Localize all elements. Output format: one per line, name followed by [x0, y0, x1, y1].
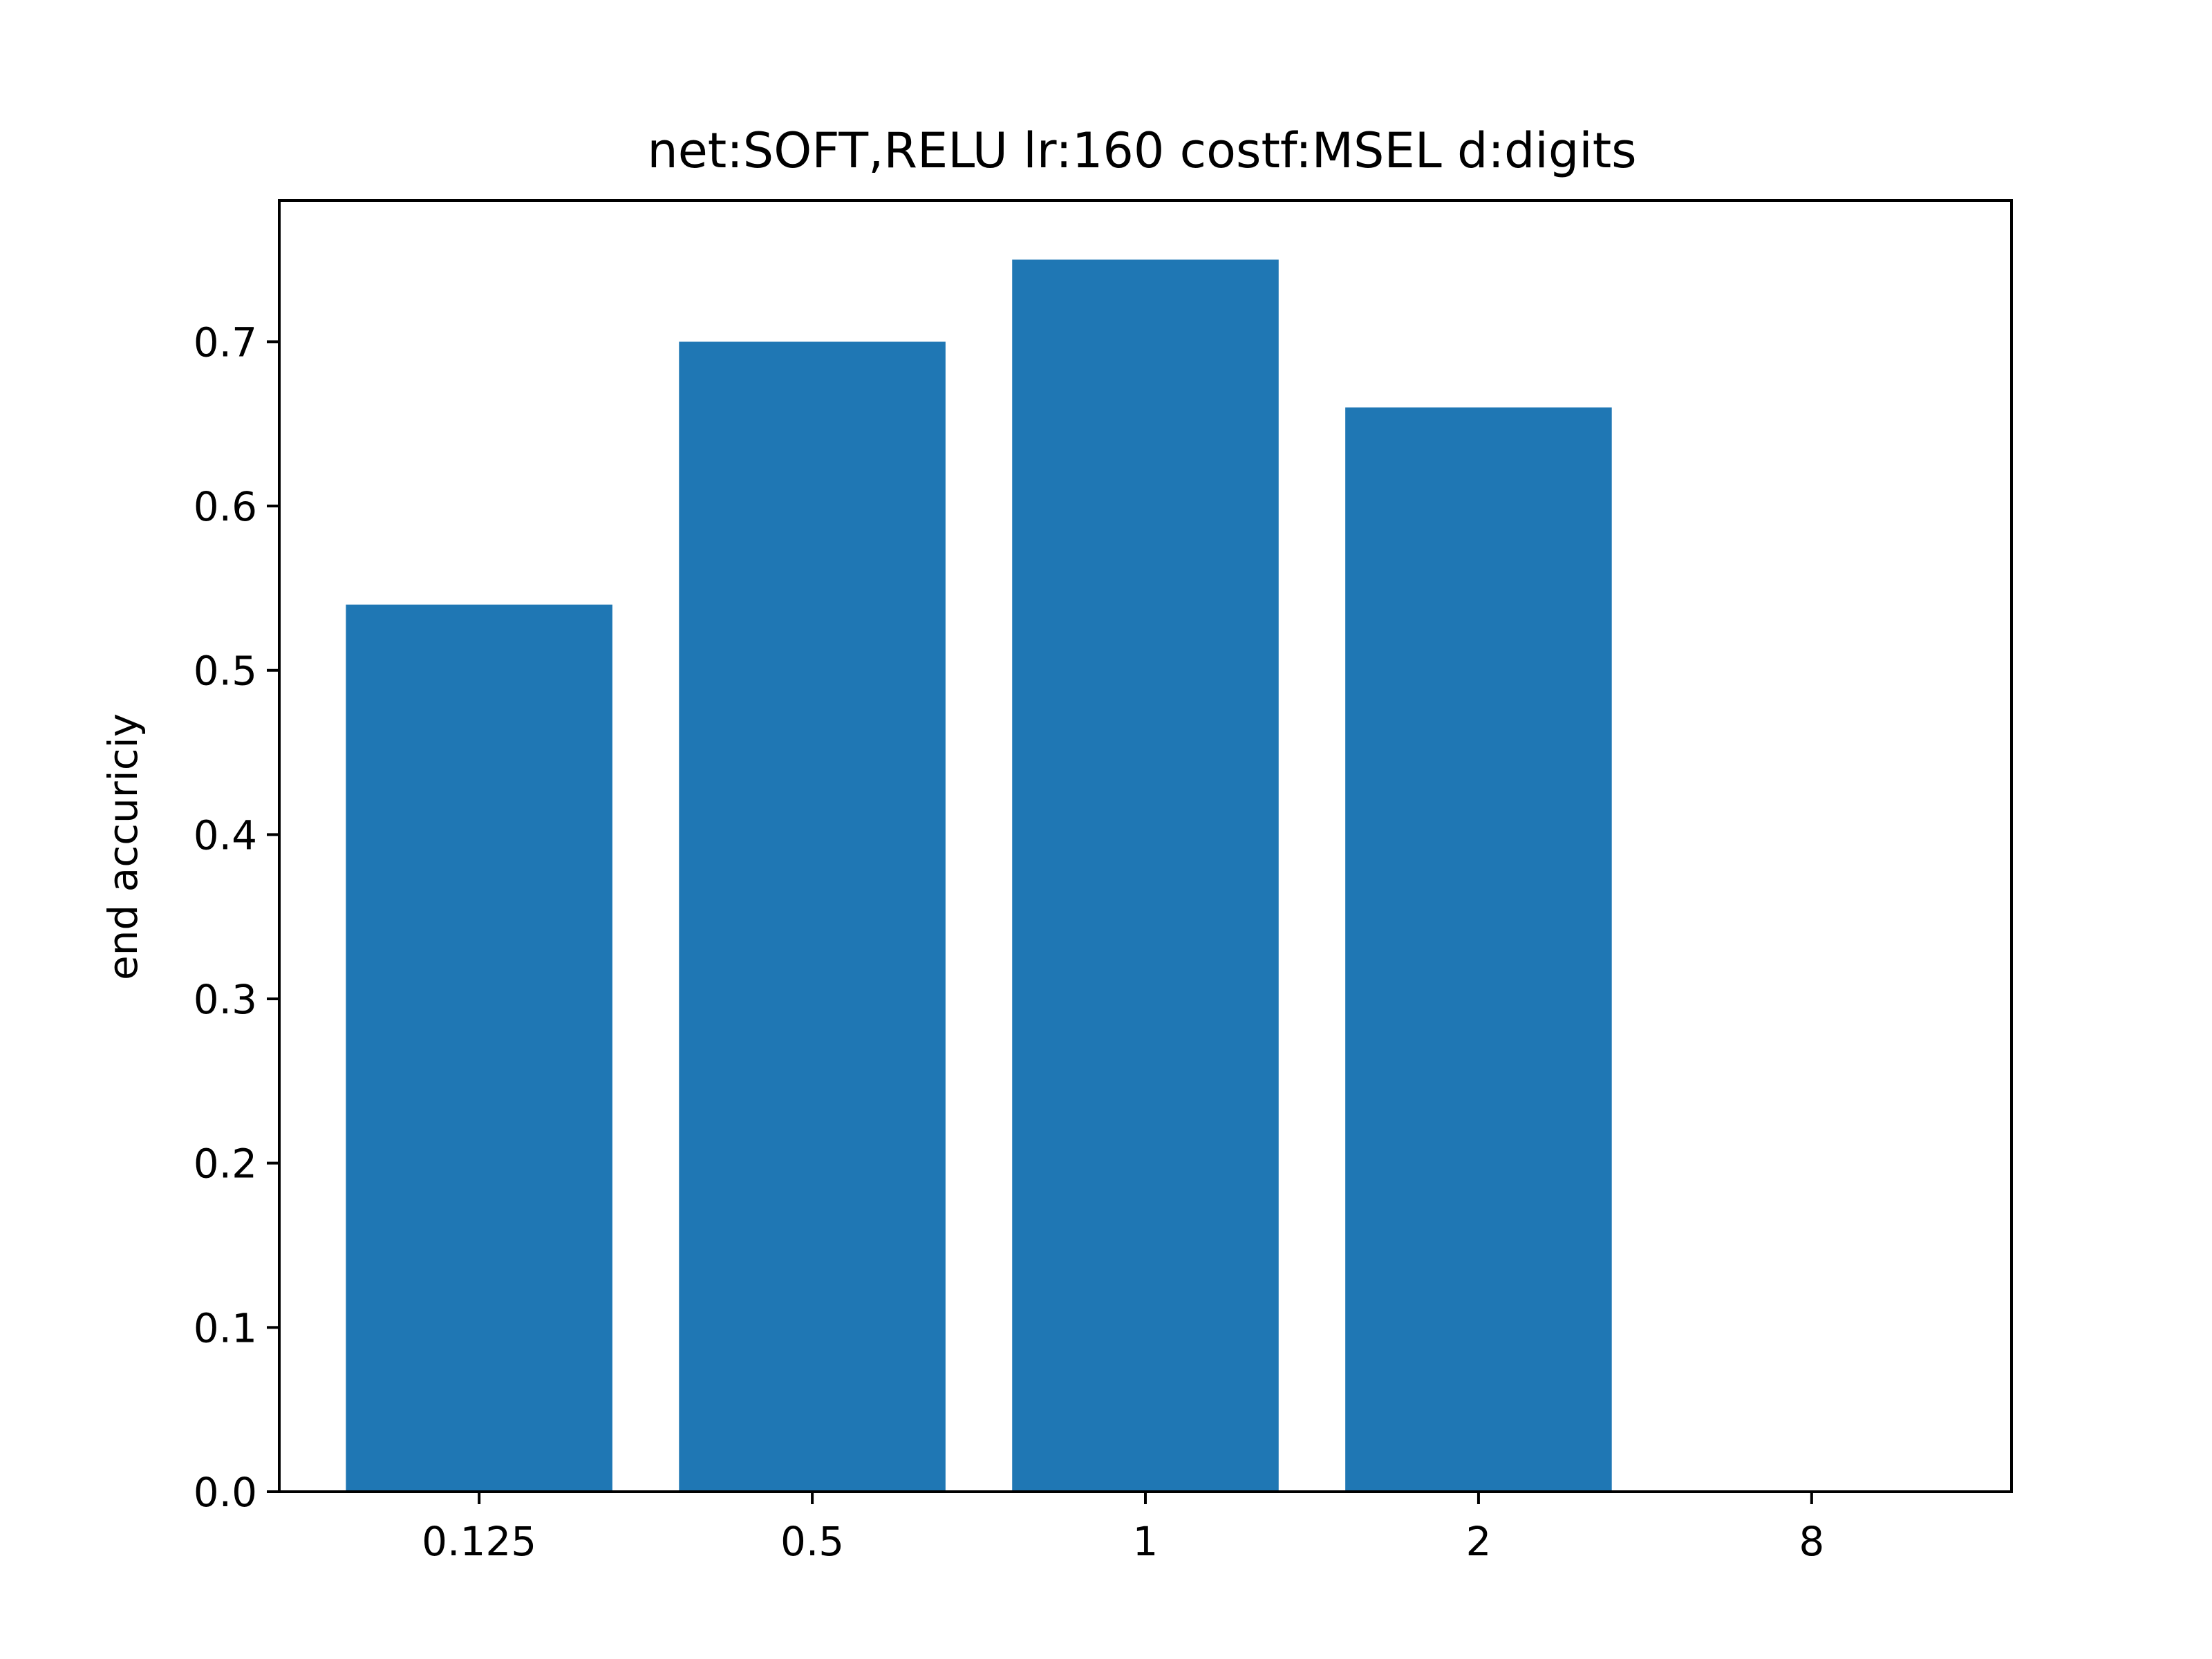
plot-frame — [278, 199, 2013, 1493]
bar-0.5 — [679, 341, 946, 1492]
y-tick-label: 0.3 — [194, 976, 257, 1023]
x-tick-label: 0.5 — [780, 1518, 844, 1565]
x-tick-label: 0.125 — [422, 1518, 536, 1565]
bar-2 — [1345, 407, 1612, 1492]
chart-title: net:SOFT,RELU lr:160 costf:MSEL d:digits — [647, 122, 1636, 179]
y-tick-label: 0.6 — [194, 483, 257, 530]
x-axis: 0.125 0.5 1 2 8 — [422, 1492, 1824, 1565]
x-tick-label: 1 — [1133, 1518, 1159, 1565]
y-tick-label: 0.1 — [194, 1304, 257, 1351]
bar-0.125 — [346, 604, 612, 1492]
y-tick-label: 0.7 — [194, 319, 257, 366]
x-tick-label: 8 — [1799, 1518, 1824, 1565]
y-tick-label: 0.0 — [194, 1469, 257, 1516]
y-axis: 0.0 0.1 0.2 0.3 0.4 0.5 0.6 0.7 — [194, 319, 279, 1516]
y-tick-label: 0.5 — [194, 648, 257, 695]
y-tick-label: 0.4 — [194, 812, 257, 859]
bar-series — [346, 259, 1612, 1492]
bar-1 — [1012, 259, 1279, 1492]
y-tick-label: 0.2 — [194, 1141, 257, 1188]
x-tick-label: 2 — [1465, 1518, 1491, 1565]
y-axis-label: end accuriciy — [100, 713, 147, 980]
